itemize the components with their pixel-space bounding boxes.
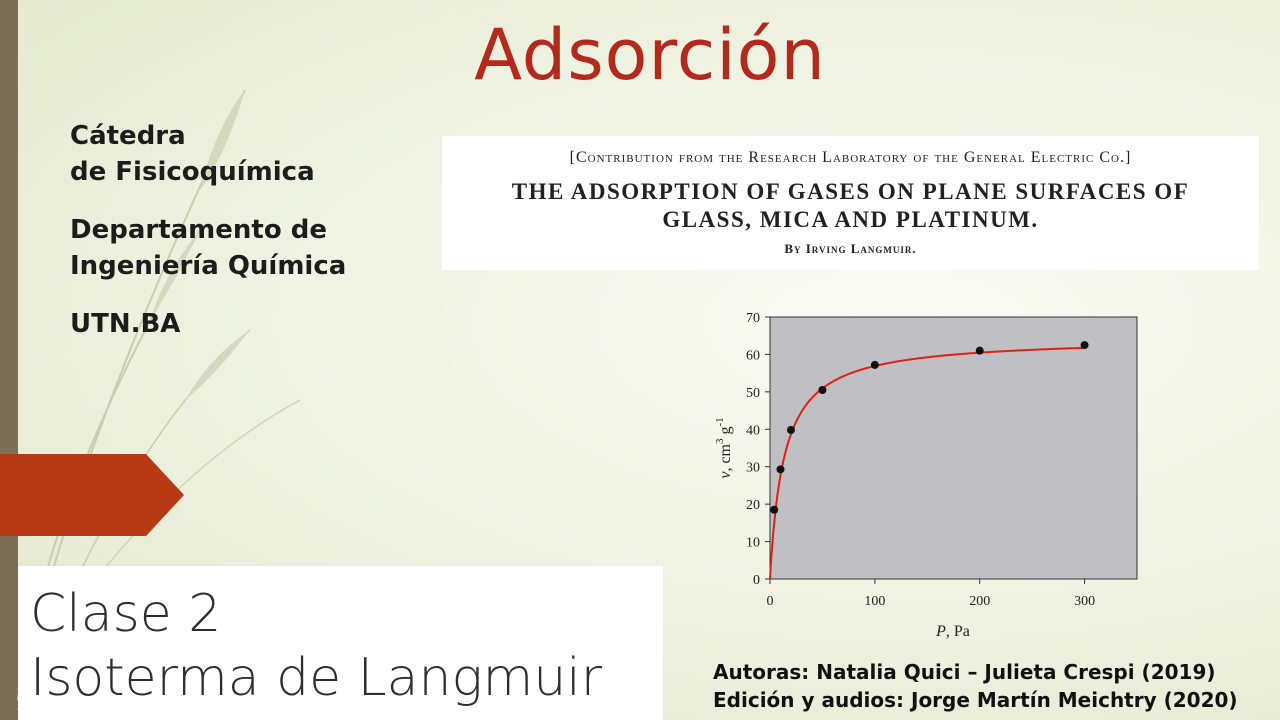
x-tick-label: 200 xyxy=(969,594,990,609)
info-line-utn: UTN.BA xyxy=(70,309,181,339)
y-tick-label: 70 xyxy=(746,311,760,326)
data-point xyxy=(975,346,984,355)
paper-author: By Irving Langmuir. xyxy=(784,241,917,256)
paper-header-image: [Contribution from the Research Laborato… xyxy=(442,136,1259,270)
class-number: Clase 2 xyxy=(30,584,222,644)
y-axis-label: v, cm3 g-1 xyxy=(714,417,734,478)
paper-title-line2: GLASS, MICA AND PLATINUM. xyxy=(662,207,1039,232)
paper-contribution: [Contribution from the Research Laborato… xyxy=(569,149,1132,166)
x-axis-label: P, Pa xyxy=(935,623,970,640)
y-tick-label: 0 xyxy=(753,573,760,588)
x-tick-label: 300 xyxy=(1074,594,1095,609)
info-line-departamento: Departamento de xyxy=(70,215,327,245)
y-tick-label: 50 xyxy=(746,386,760,401)
class-topic: Isoterma de Langmuir xyxy=(30,648,603,708)
y-tick-label: 20 xyxy=(746,498,760,513)
data-point xyxy=(818,385,827,394)
plot-area xyxy=(769,316,1138,580)
class-title: Clase 2 Isoterma de Langmuir xyxy=(30,582,602,710)
langmuir-isotherm-chart: 0 10 20 30 40 50 60 70 0 100 200 300 P, Pa v, cm3 … xyxy=(714,311,1138,640)
slide-title: Adsorción xyxy=(474,14,826,96)
y-tick-label: 30 xyxy=(746,461,760,476)
editing-line: Edición y audios: Jorge Martín Meichtry … xyxy=(713,688,1238,712)
x-tick-label: 0 xyxy=(767,594,774,609)
info-line-catedra: Cátedra xyxy=(70,121,186,151)
y-tick-label: 60 xyxy=(746,348,760,363)
data-point xyxy=(870,360,879,369)
info-line-ingenieria: Ingeniería Química xyxy=(70,251,347,281)
red-arrow-shape xyxy=(0,454,184,536)
x-tick-label: 100 xyxy=(864,594,885,609)
authors-credits: Autoras: Natalia Quici – Julieta Crespi … xyxy=(713,658,1238,714)
course-info: Cátedra de Fisicoquímica Departamento de… xyxy=(70,118,346,342)
y-tick-label: 40 xyxy=(746,423,760,438)
class-title-box xyxy=(18,566,663,720)
data-point xyxy=(786,426,795,435)
left-accent-bar xyxy=(0,0,18,720)
data-point xyxy=(770,505,779,514)
data-point xyxy=(1080,341,1089,350)
info-line-fisicoquimica: de Fisicoquímica xyxy=(70,157,315,187)
y-tick-label: 10 xyxy=(746,536,760,551)
authors-line: Autoras: Natalia Quici – Julieta Crespi … xyxy=(713,660,1216,684)
data-point xyxy=(776,465,785,474)
paper-title-line1: THE ADSORPTION OF GASES ON PLANE SURFACE… xyxy=(511,179,1190,204)
